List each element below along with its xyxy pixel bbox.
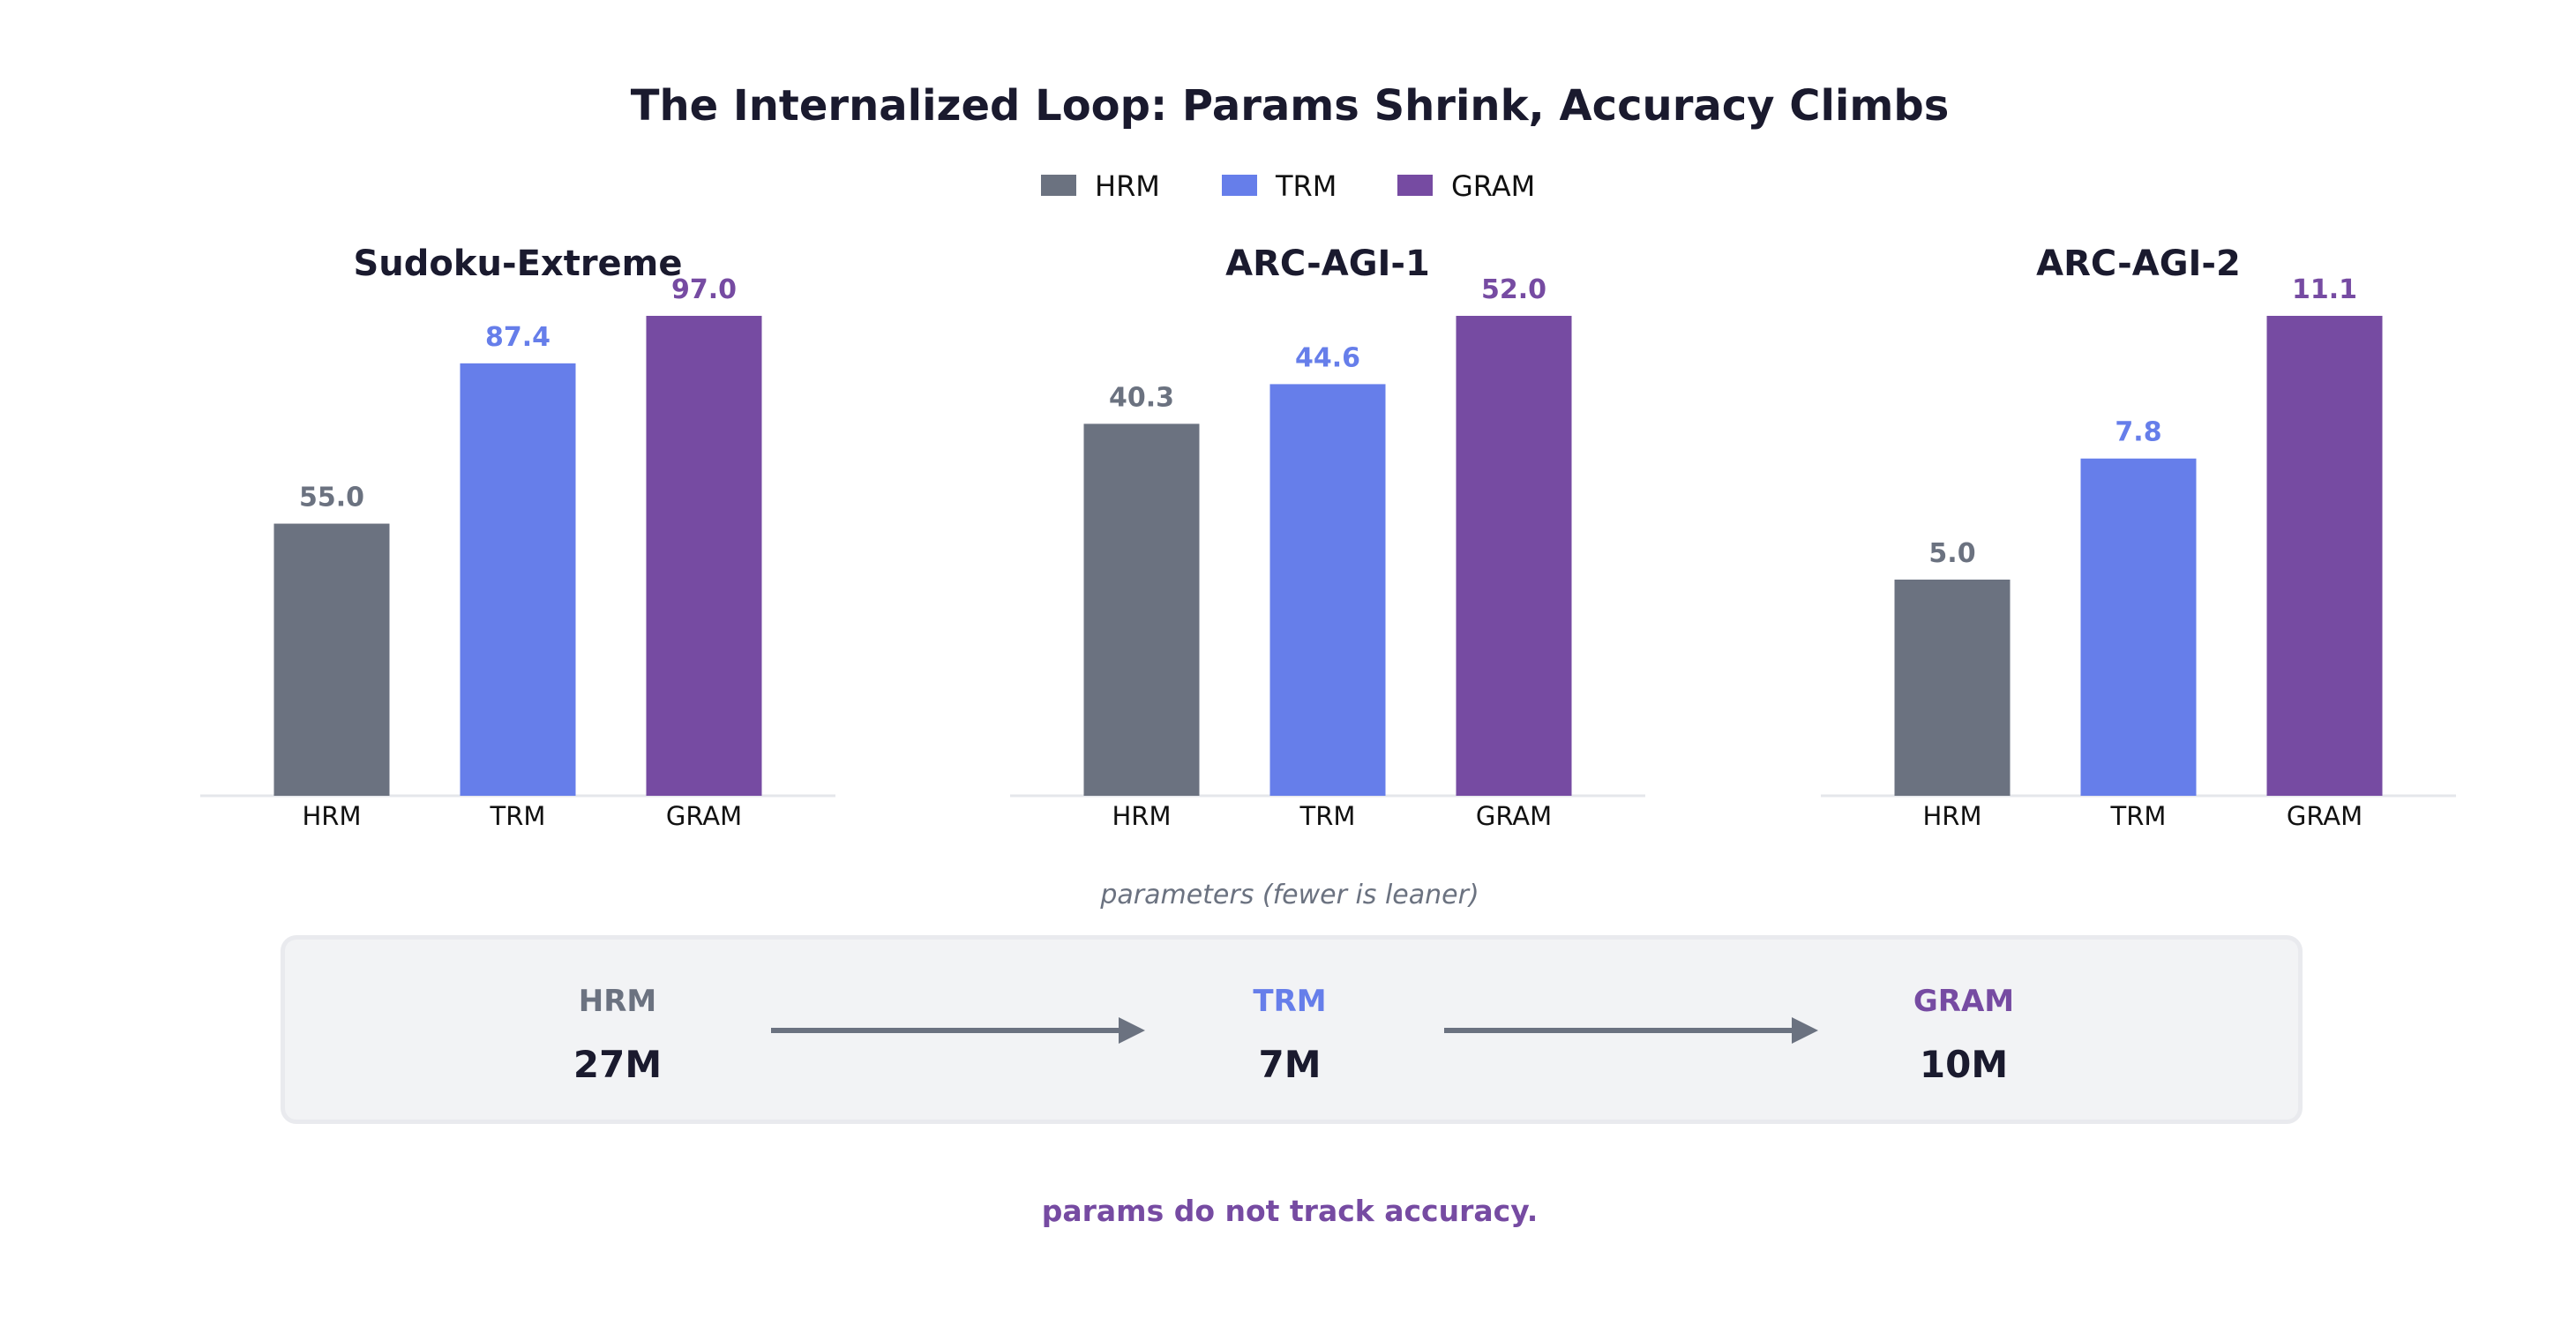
legend-swatch — [1397, 175, 1433, 196]
x-tick-label: GRAM — [1476, 801, 1552, 831]
bar-hrm — [273, 523, 390, 796]
legend-label: GRAM — [1451, 169, 1535, 203]
bar-value-label: 55.0 — [299, 483, 364, 513]
bar-value-label: 7.8 — [2115, 417, 2161, 448]
legend-item-gram: GRAM — [1397, 169, 1535, 203]
panel-title: ARC-AGI-1 — [1225, 243, 1430, 284]
params-panel — [281, 935, 2303, 1124]
bar-gram — [646, 316, 762, 796]
bar-trm — [460, 363, 576, 796]
legend: HRM TRM GRAM — [1041, 169, 1535, 203]
figure-title: The Internalized Loop: Params Shrink, Ac… — [631, 81, 1950, 131]
legend-swatch — [1041, 175, 1076, 196]
panel-title: Sudoku-Extreme — [354, 243, 683, 284]
bar-hrm — [1894, 579, 2011, 796]
bar-value-label: 11.1 — [2292, 274, 2357, 305]
legend-label: TRM — [1275, 169, 1337, 203]
x-tick-label: TRM — [490, 801, 546, 831]
x-tick-label: HRM — [1923, 801, 1982, 831]
legend-label: HRM — [1095, 169, 1160, 203]
x-tick-label: HRM — [303, 801, 362, 831]
x-tick-label: HRM — [1112, 801, 1172, 831]
legend-swatch — [1222, 175, 1257, 196]
legend-item-hrm: HRM — [1041, 169, 1160, 203]
bar-gram — [1456, 316, 1572, 796]
bar-value-label: 40.3 — [1109, 382, 1174, 413]
panel-1: ARC-AGI-1 40.3 HRM 44.6 TRM 52.0 GRAM — [1010, 243, 1645, 831]
bar-trm — [2080, 458, 2197, 796]
panel-title: ARC-AGI-2 — [2036, 243, 2241, 284]
bar-value-label: 87.4 — [485, 322, 550, 353]
panels: Sudoku-Extreme55.0HRM87.4TRM97.0GRAMARC-… — [200, 243, 2456, 831]
x-tick-label: GRAM — [666, 801, 742, 831]
bar-value-label: 52.0 — [1481, 274, 1546, 305]
bar-value-label: 97.0 — [671, 274, 737, 305]
bar-value-label: 44.6 — [1295, 342, 1360, 373]
legend-item-trm: TRM — [1222, 169, 1337, 203]
x-tick-label: TRM — [2110, 801, 2167, 831]
bar-value-label: 5.0 — [1928, 538, 1975, 569]
x-tick-label: TRM — [1299, 801, 1356, 831]
panel-2: ARC-AGI-2 5.0 HRM 7.8 TRM 11.1 GRAM — [1821, 243, 2456, 831]
bar-hrm — [1083, 423, 1200, 796]
panel-0: Sudoku-Extreme 55.0 HRM 87.4 TRM 97.0 GRAM — [200, 243, 835, 831]
bar-gram — [2266, 316, 2383, 796]
bar-trm — [1269, 384, 1386, 796]
params-caption: parameters (fewer is leaner) — [1099, 880, 1479, 910]
x-tick-label: GRAM — [2287, 801, 2363, 831]
